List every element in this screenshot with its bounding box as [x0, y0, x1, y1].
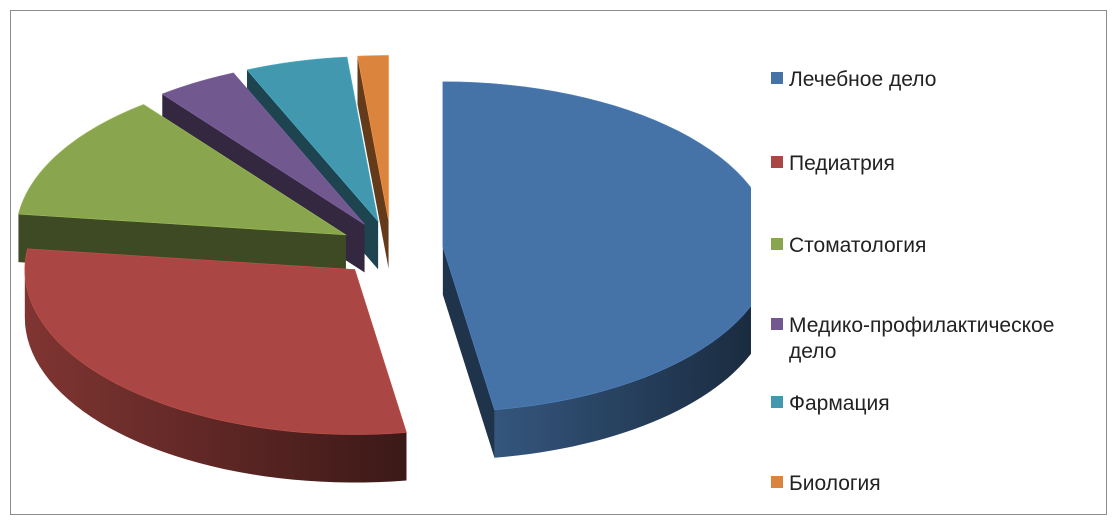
pie-chart: [18, 55, 751, 483]
legend-label: Биология: [789, 472, 881, 495]
legend-item-3: Стоматология: [771, 233, 1089, 259]
legend-label: Стоматология: [789, 234, 927, 257]
slice-top-3: [18, 104, 347, 236]
legend-label: Лечебное дело: [789, 68, 937, 91]
legend-swatch: [771, 238, 783, 250]
legend-swatch: [771, 156, 783, 168]
slice-top-6: [357, 55, 389, 221]
slice-wall-6-1: [357, 56, 389, 269]
legend-item-1: Лечебное дело: [771, 67, 1089, 93]
slice-side-2-1: [24, 269, 407, 483]
legend-swatch: [771, 72, 783, 84]
slice-wall-1-2: [442, 246, 495, 458]
legend-item-6: Биология: [771, 471, 1089, 497]
legend-swatch: [771, 318, 783, 330]
slice-side-1-1: [494, 305, 751, 458]
pie-slice-6: [357, 55, 389, 269]
legend-item-4: Медико-профилактическое дело: [771, 313, 1089, 365]
chart-frame: Лечебное дело Педиатрия Стоматология Медико…: [10, 10, 1107, 515]
legend-swatch: [771, 396, 783, 408]
legend-swatch: [771, 476, 783, 488]
legend-label: Педиатрия: [789, 152, 895, 175]
legend-label: Фармация: [789, 392, 890, 415]
pie-slice-2: [24, 248, 407, 483]
slice-top-4: [161, 72, 365, 225]
slice-top-1: [442, 81, 751, 411]
legend-label: Медико-профилактическое дело: [789, 314, 1055, 363]
slice-top-2: [24, 248, 407, 435]
legend-item-2: Педиатрия: [771, 151, 1089, 177]
slice-top-5: [246, 56, 379, 223]
legend-item-5: Фармация: [771, 391, 1089, 417]
pie-slice-1: [442, 81, 751, 458]
